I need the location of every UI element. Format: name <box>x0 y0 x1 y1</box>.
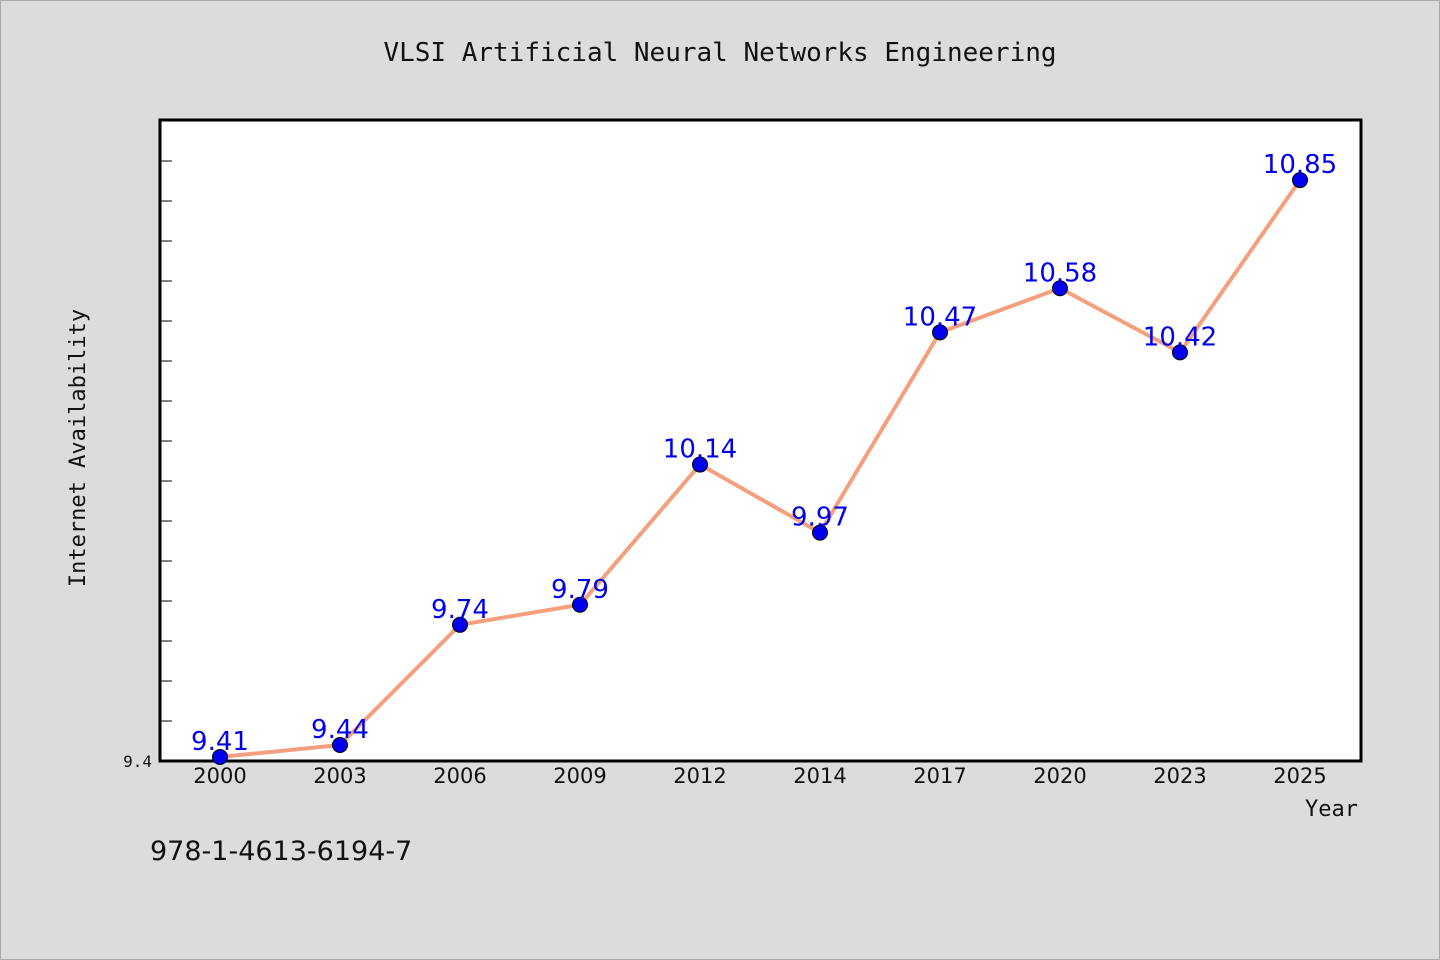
chart-title: VLSI Artificial Neural Networks Engineer… <box>383 38 1056 68</box>
x-tick-label: 2020 <box>1033 764 1086 788</box>
data-label: 9.44 <box>311 715 369 745</box>
y-axis-tick-labels: 9.4 <box>123 752 152 771</box>
x-axis-label: Year <box>1305 797 1358 822</box>
x-tick-label: 2012 <box>673 764 726 788</box>
y-axis-label: Internet Availability <box>66 309 91 587</box>
data-label: 10.14 <box>663 435 737 465</box>
data-label: 9.79 <box>551 575 609 605</box>
y-axis-ticks <box>160 160 172 722</box>
data-label: 9.97 <box>791 503 849 533</box>
x-tick-label: 2000 <box>193 764 246 788</box>
data-point <box>452 616 468 633</box>
x-axis-tick-labels: 2000 2003 2006 2009 2012 2014 2017 2020 2023 2025 <box>193 764 1326 788</box>
data-point <box>692 456 708 473</box>
x-tick-label: 2017 <box>913 764 966 788</box>
data-point <box>812 524 828 541</box>
series-line-group <box>218 178 1302 759</box>
data-point <box>572 596 588 613</box>
data-label: 10.42 <box>1143 322 1217 352</box>
data-point <box>212 748 228 765</box>
x-tick-label: 2014 <box>793 764 846 788</box>
data-point <box>932 324 948 341</box>
x-tick-label: 2003 <box>313 764 366 788</box>
data-label: 10.85 <box>1263 150 1337 180</box>
data-label: 10.47 <box>903 302 977 332</box>
data-point <box>1052 280 1068 297</box>
data-point <box>1172 344 1188 361</box>
data-markers <box>212 172 1308 765</box>
x-tick-label: 2025 <box>1273 764 1326 788</box>
data-label: 9.41 <box>191 727 249 757</box>
x-tick-label: 2009 <box>553 764 606 788</box>
data-label: 10.58 <box>1023 258 1097 288</box>
series-line <box>218 178 1302 759</box>
plot-area <box>158 118 1363 763</box>
x-tick-label: 2006 <box>433 764 486 788</box>
isbn-label: 978-1-4613-6194-7 <box>150 836 413 867</box>
data-point <box>332 736 348 753</box>
data-point <box>1292 172 1308 189</box>
data-labels: 9.41 9.44 9.74 9.79 10.14 9.97 10.47 10.58 10.42… <box>191 150 1337 757</box>
y-tick-label: 9.4 <box>123 752 152 771</box>
x-tick-label: 2023 <box>1153 764 1206 788</box>
data-label: 9.74 <box>431 595 489 625</box>
